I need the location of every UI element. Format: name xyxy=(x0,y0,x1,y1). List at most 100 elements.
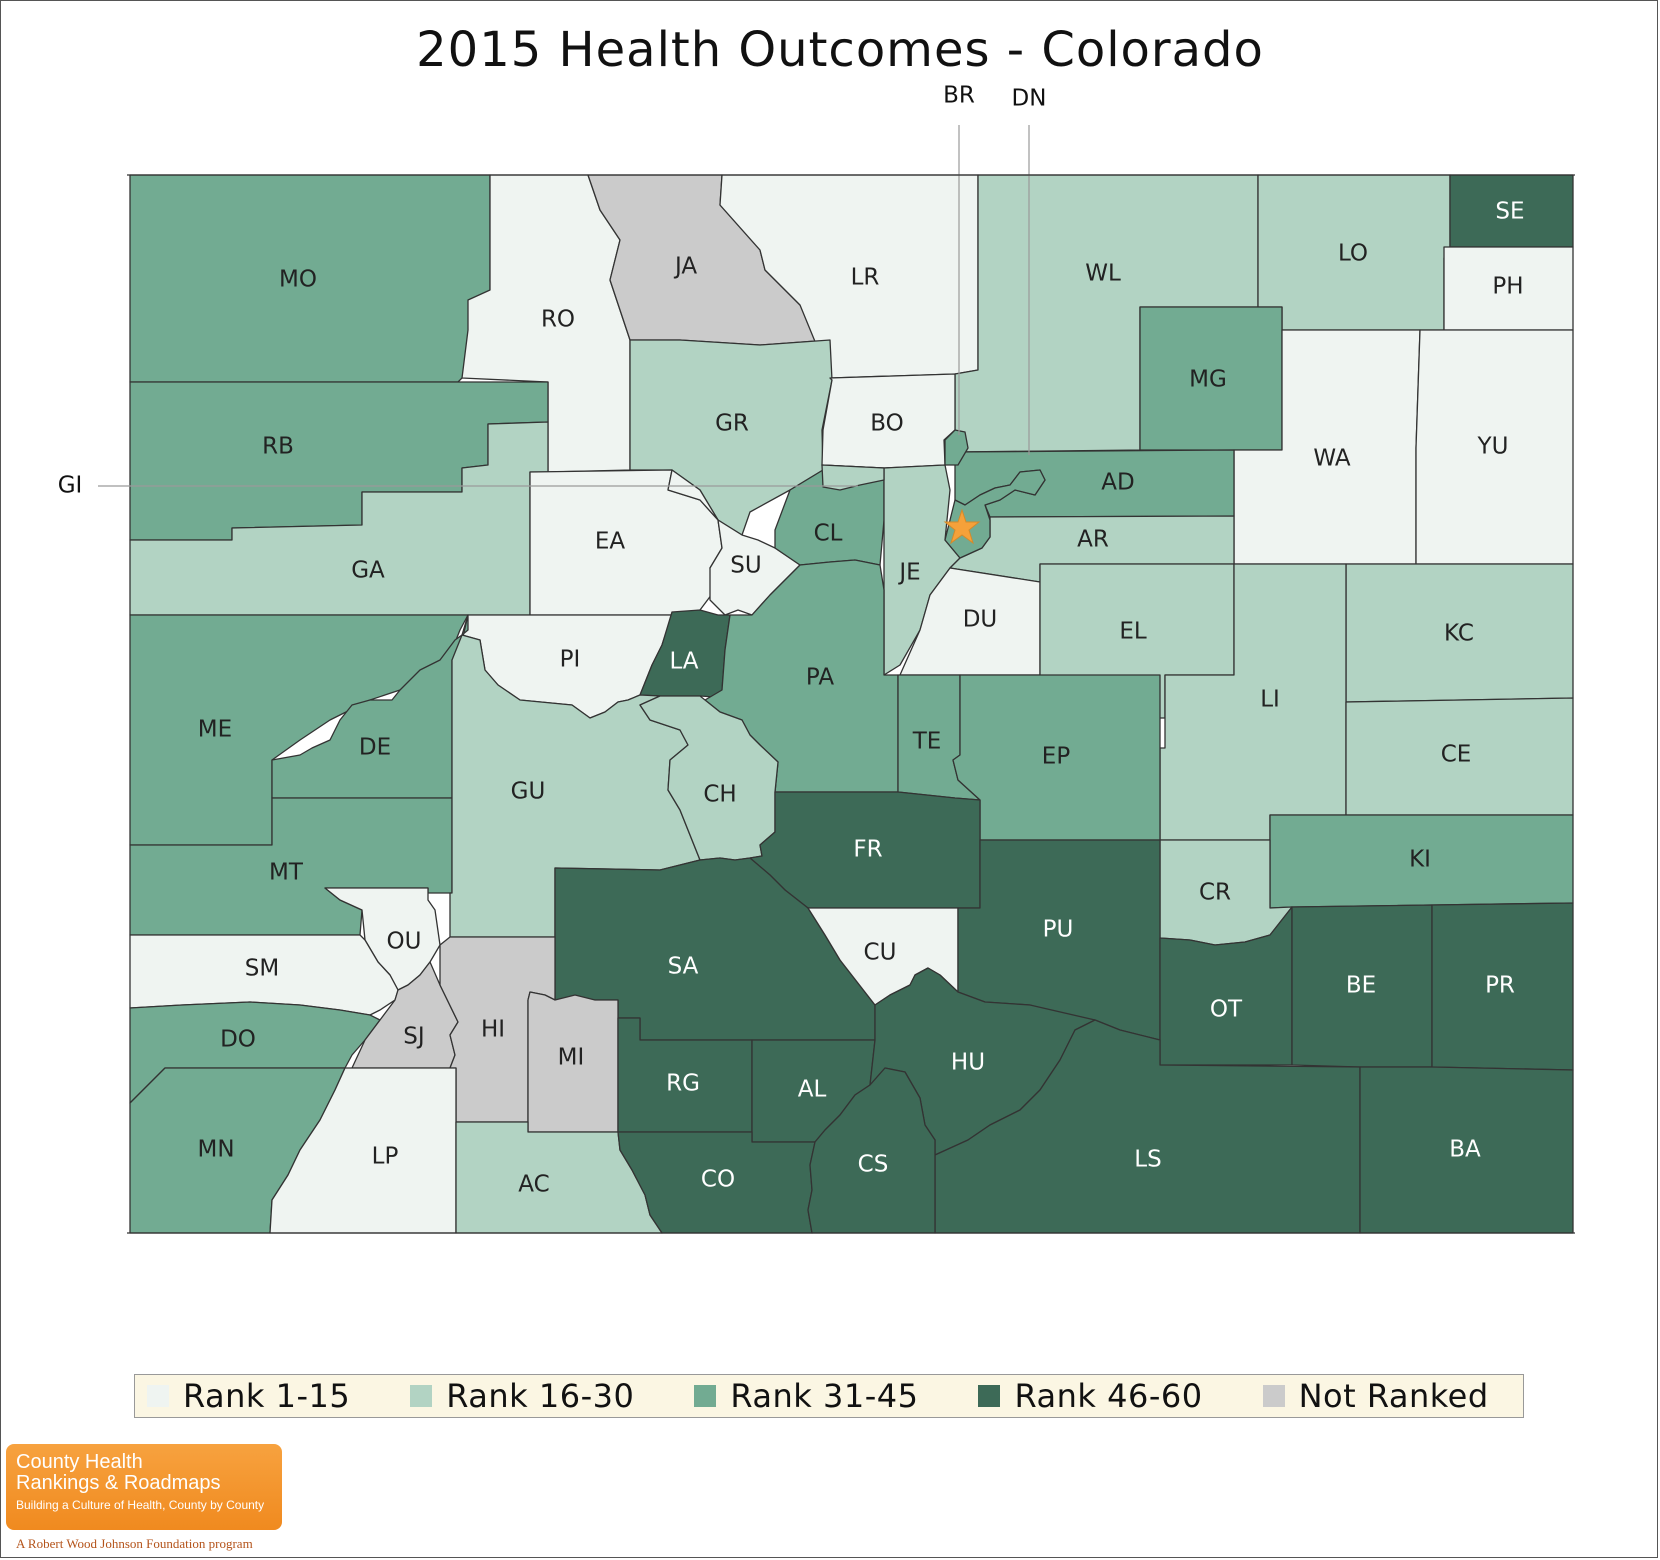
county-label-pi: PI xyxy=(560,647,581,673)
county-ou[interactable]: OU xyxy=(324,887,441,991)
county-mi[interactable]: MI xyxy=(527,991,619,1133)
county-se[interactable]: SE xyxy=(1449,174,1574,248)
legend-item-rank-31-45: Rank 31-45 xyxy=(682,1377,918,1415)
logo-tagline: Building a Culture of Health, County by … xyxy=(16,1498,265,1512)
county-label-sa: SA xyxy=(668,954,699,980)
legend-label: Rank 1-15 xyxy=(183,1377,351,1415)
logo-line-1: County Health xyxy=(16,1451,143,1473)
legend-label: Rank 16-30 xyxy=(446,1377,635,1415)
county-co[interactable]: CO xyxy=(617,1131,816,1234)
county-ad[interactable]: AD xyxy=(954,449,1235,518)
county-label-lo: LO xyxy=(1338,241,1368,267)
map-title: 2015 Health Outcomes - Colorado xyxy=(416,22,1264,78)
county-ac[interactable]: AC xyxy=(455,1121,663,1234)
county-label-ls: LS xyxy=(1134,1147,1161,1173)
county-ep[interactable]: EP xyxy=(952,674,1161,841)
county-label-ou: OU xyxy=(387,929,422,955)
county-label-do: DO xyxy=(220,1027,256,1053)
county-label-cu: CU xyxy=(864,940,897,966)
county-mo[interactable]: MO xyxy=(129,174,491,383)
county-label-ac: AC xyxy=(518,1172,549,1198)
county-label-cl: CL xyxy=(814,521,843,547)
county-health-rankings-logo[interactable]: County Health Rankings & Roadmaps Buildi… xyxy=(6,1444,282,1530)
county-label-lp: LP xyxy=(372,1144,399,1170)
county-label-ro: RO xyxy=(541,307,575,333)
county-label-ce: CE xyxy=(1441,742,1472,768)
county-yu[interactable]: YU xyxy=(1415,329,1574,565)
county-ch[interactable]: CH xyxy=(639,695,779,861)
county-label-la: LA xyxy=(669,649,698,675)
county-label-kc: KC xyxy=(1444,621,1474,647)
county-ph[interactable]: PH xyxy=(1443,246,1574,331)
county-label-rb: RB xyxy=(262,434,294,460)
county-label-lr: LR xyxy=(851,265,880,291)
county-ar[interactable]: AR xyxy=(949,515,1235,583)
county-ki[interactable]: KI xyxy=(1269,814,1574,909)
county-label-el: EL xyxy=(1119,619,1147,645)
county-label-je: JE xyxy=(897,560,920,586)
county-label-rg: RG xyxy=(666,1071,700,1097)
county-label-du: DU xyxy=(963,607,998,633)
county-mn[interactable]: MN xyxy=(129,1067,346,1234)
county-pr[interactable]: PR xyxy=(1431,902,1574,1071)
county-label-ep: EP xyxy=(1042,744,1071,770)
county-label-te: TE xyxy=(912,729,942,755)
county-label-ea: EA xyxy=(595,529,626,555)
county-ot[interactable]: OT xyxy=(1159,906,1293,1066)
county-ba[interactable]: BA xyxy=(1359,1066,1574,1234)
county-cs[interactable]: CS xyxy=(807,1067,936,1234)
county-sj[interactable]: SJ xyxy=(351,961,459,1069)
county-label-ch: CH xyxy=(703,782,736,808)
county-gi[interactable] xyxy=(821,464,885,491)
county-label-de: DE xyxy=(359,735,391,761)
legend-item-rank-1-15: Rank 1-15 xyxy=(135,1377,350,1415)
county-label-mn: MN xyxy=(197,1137,234,1163)
county-label-mo: MO xyxy=(279,267,317,293)
county-label-hi: HI xyxy=(481,1017,505,1043)
county-label-wa: WA xyxy=(1313,446,1350,472)
legend-label: Rank 31-45 xyxy=(730,1377,919,1415)
county-label-be: BE xyxy=(1346,973,1376,999)
legend-item-rank-46-60: Rank 46-60 xyxy=(966,1377,1202,1415)
county-label-sj: SJ xyxy=(403,1024,424,1050)
county-label-se: SE xyxy=(1495,199,1524,225)
legend-item-not-ranked: Not Ranked xyxy=(1251,1377,1489,1415)
callout-gi: GI xyxy=(58,473,83,499)
county-label-ph: PH xyxy=(1492,274,1523,300)
county-label-li: LI xyxy=(1260,687,1280,713)
county-label-cs: CS xyxy=(858,1152,889,1178)
legend-swatch xyxy=(978,1385,1001,1407)
county-label-cr: CR xyxy=(1199,880,1231,906)
legend-swatch xyxy=(410,1385,433,1407)
county-label-me: ME xyxy=(198,717,232,743)
county-label-bo: BO xyxy=(870,411,903,437)
county-label-pr: PR xyxy=(1485,973,1515,999)
county-label-wl: WL xyxy=(1085,261,1121,287)
county-label-mg: MG xyxy=(1189,367,1227,393)
county-fr[interactable]: FR xyxy=(749,791,981,909)
foundation-credit: A Robert Wood Johnson Foundation program xyxy=(16,1536,253,1551)
county-lo[interactable]: LO xyxy=(1257,174,1451,331)
county-ls[interactable]: LS xyxy=(934,1019,1361,1234)
county-label-ot: OT xyxy=(1210,997,1243,1023)
legend-label: Rank 46-60 xyxy=(1014,1377,1203,1415)
county-kc[interactable]: KC xyxy=(1345,563,1574,703)
county-ce[interactable]: CE xyxy=(1345,697,1574,816)
county-label-hu: HU xyxy=(951,1050,985,1076)
denver-star-icon xyxy=(943,508,981,545)
county-label-yu: YU xyxy=(1477,434,1509,460)
legend-label: Not Ranked xyxy=(1298,1377,1489,1415)
county-be[interactable]: BE xyxy=(1291,904,1433,1068)
county-label-mi: MI xyxy=(558,1045,585,1071)
county-label-co: CO xyxy=(701,1167,735,1193)
county-label-ad: AD xyxy=(1101,470,1134,496)
county-bo[interactable]: BO xyxy=(821,373,956,469)
county-mg[interactable]: MG xyxy=(1139,306,1283,451)
callout-br: BR xyxy=(943,83,975,109)
county-br[interactable] xyxy=(944,429,969,466)
county-label-gu: GU xyxy=(511,779,546,805)
county-me[interactable]: ME xyxy=(129,614,469,846)
county-cr[interactable]: CR xyxy=(1159,839,1293,946)
